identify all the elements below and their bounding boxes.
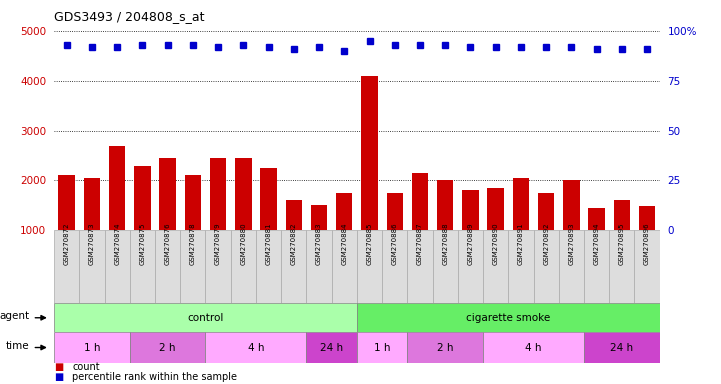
Text: count: count [72,362,99,372]
Text: GSM270893: GSM270893 [568,223,575,265]
Bar [483,332,584,363]
Bar [260,168,277,280]
Bar [58,175,75,280]
Bar [357,230,382,303]
Bar [412,173,428,280]
Bar [458,230,483,303]
Text: GSM270882: GSM270882 [291,223,297,265]
Text: 1 h: 1 h [84,343,100,353]
Bar [508,230,534,303]
Bar [54,303,357,332]
Bar [185,175,201,280]
Bar [513,178,529,280]
Bar [306,332,357,363]
Text: GSM270875: GSM270875 [139,223,146,265]
Text: agent: agent [0,311,30,321]
Text: GSM270881: GSM270881 [265,223,272,265]
Text: 24 h: 24 h [320,343,343,353]
Text: GSM270873: GSM270873 [89,223,95,265]
Bar [407,332,483,363]
Bar [386,193,403,280]
Text: ■: ■ [54,362,63,372]
Text: GSM270890: GSM270890 [492,223,499,265]
Bar [563,180,580,280]
Bar [639,207,655,280]
Bar [311,205,327,280]
Text: time: time [6,341,30,351]
Text: GSM270876: GSM270876 [164,223,171,265]
Text: GSM270878: GSM270878 [190,223,196,265]
Bar [588,208,605,280]
Bar [155,230,180,303]
Bar [210,158,226,280]
Bar [281,230,306,303]
Bar [584,230,609,303]
Bar [205,332,306,363]
Text: 24 h: 24 h [610,343,634,353]
Bar [382,230,407,303]
Bar [256,230,281,303]
Bar [483,230,508,303]
Text: GSM270888: GSM270888 [442,223,448,265]
Bar [534,230,559,303]
Bar [361,76,378,280]
Bar [357,303,660,332]
Text: GSM270896: GSM270896 [644,223,650,265]
Bar [105,230,130,303]
Bar [180,230,205,303]
Bar [462,190,479,280]
Text: GSM270883: GSM270883 [316,223,322,265]
Bar [286,200,302,280]
Text: 1 h: 1 h [374,343,390,353]
Text: GSM270895: GSM270895 [619,223,625,265]
Bar [559,230,584,303]
Text: 2 h: 2 h [159,343,176,353]
Bar [332,230,357,303]
Bar [205,230,231,303]
Bar [235,158,252,280]
Bar [487,188,504,280]
Text: GSM270872: GSM270872 [63,223,70,265]
Text: 2 h: 2 h [437,343,454,353]
Text: GSM270880: GSM270880 [240,223,247,265]
Bar [231,230,256,303]
Text: cigarette smoke: cigarette smoke [466,313,550,323]
Text: GSM270889: GSM270889 [467,223,474,265]
Text: ■: ■ [54,372,63,382]
Bar [634,230,660,303]
Text: GDS3493 / 204808_s_at: GDS3493 / 204808_s_at [54,10,205,23]
Bar [336,193,353,280]
Bar [54,332,130,363]
Bar [54,230,79,303]
Text: GSM270884: GSM270884 [341,223,348,265]
Bar [357,332,407,363]
Bar [614,200,630,280]
Text: GSM270887: GSM270887 [417,223,423,265]
Text: 4 h: 4 h [248,343,264,353]
Text: control: control [187,313,224,323]
Bar [79,230,105,303]
Bar [306,230,332,303]
Bar [130,332,205,363]
Text: GSM270885: GSM270885 [366,223,373,265]
Bar [134,166,151,280]
Text: GSM270891: GSM270891 [518,223,524,265]
Bar [433,230,458,303]
Text: GSM270879: GSM270879 [215,223,221,265]
Bar [84,178,100,280]
Bar [407,230,433,303]
Text: GSM270874: GSM270874 [114,223,120,265]
Bar [130,230,155,303]
Bar [584,332,660,363]
Text: GSM270892: GSM270892 [543,223,549,265]
Text: 4 h: 4 h [526,343,541,353]
Text: GSM270894: GSM270894 [593,223,600,265]
Bar [109,146,125,280]
Text: GSM270886: GSM270886 [392,223,398,265]
Bar [437,180,454,280]
Bar [609,230,634,303]
Bar [159,158,176,280]
Bar [538,193,554,280]
Text: percentile rank within the sample: percentile rank within the sample [72,372,237,382]
